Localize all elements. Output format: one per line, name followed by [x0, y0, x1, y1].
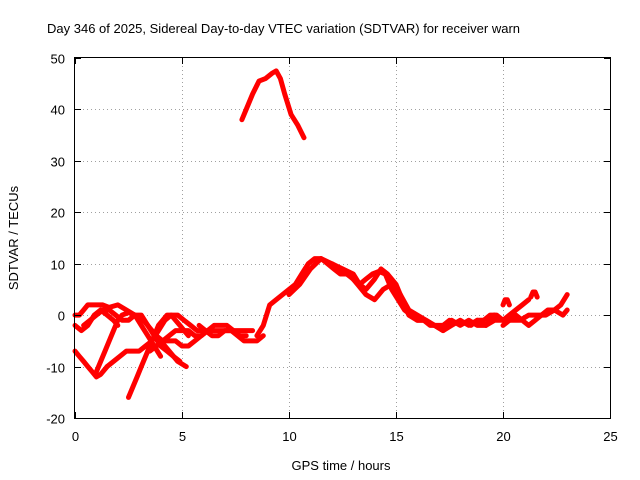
x-tick-label: 0	[72, 429, 79, 444]
y-axis-label: SDTVAR / TECUs	[6, 185, 21, 290]
y-tick-label: 20	[51, 206, 65, 221]
series-track-2	[72, 302, 189, 370]
plot-frame	[74, 57, 611, 419]
series-track-14	[329, 261, 446, 334]
x-tick-label: 25	[603, 429, 617, 444]
series-track-1	[72, 348, 110, 380]
axis-ticks: 0 5 10 15 20 25 -20 -10 0 10 20 30 40 50	[46, 52, 618, 445]
y-tick-label: 50	[51, 52, 65, 67]
series-track-16	[468, 297, 532, 328]
series-track-18	[500, 297, 512, 308]
series-track-10	[196, 322, 266, 344]
y-tick-label: -10	[46, 361, 65, 376]
series-track-17	[500, 292, 570, 328]
series-track-12	[254, 256, 452, 339]
x-tick-label: 15	[389, 429, 403, 444]
x-axis-label: GPS time / hours	[292, 458, 391, 473]
series-track-11	[239, 68, 307, 141]
y-tick-label: 0	[58, 309, 65, 324]
y-tick-label: 40	[51, 103, 65, 118]
y-tick-label: 30	[51, 155, 65, 170]
grid-lines	[75, 58, 610, 418]
y-tick-label: 10	[51, 258, 65, 273]
series-track-7	[126, 312, 191, 400]
y-tick-label: -20	[46, 412, 65, 427]
x-tick-label: 5	[179, 429, 186, 444]
series-track-5	[93, 310, 164, 375]
data-series	[72, 68, 570, 400]
chart-title: Day 346 of 2025, Sidereal Day-to-day VTE…	[47, 21, 520, 36]
series-track-19	[528, 289, 540, 300]
x-tick-label: 10	[282, 429, 296, 444]
series-track-4	[81, 307, 183, 364]
x-tick-label: 20	[496, 429, 510, 444]
